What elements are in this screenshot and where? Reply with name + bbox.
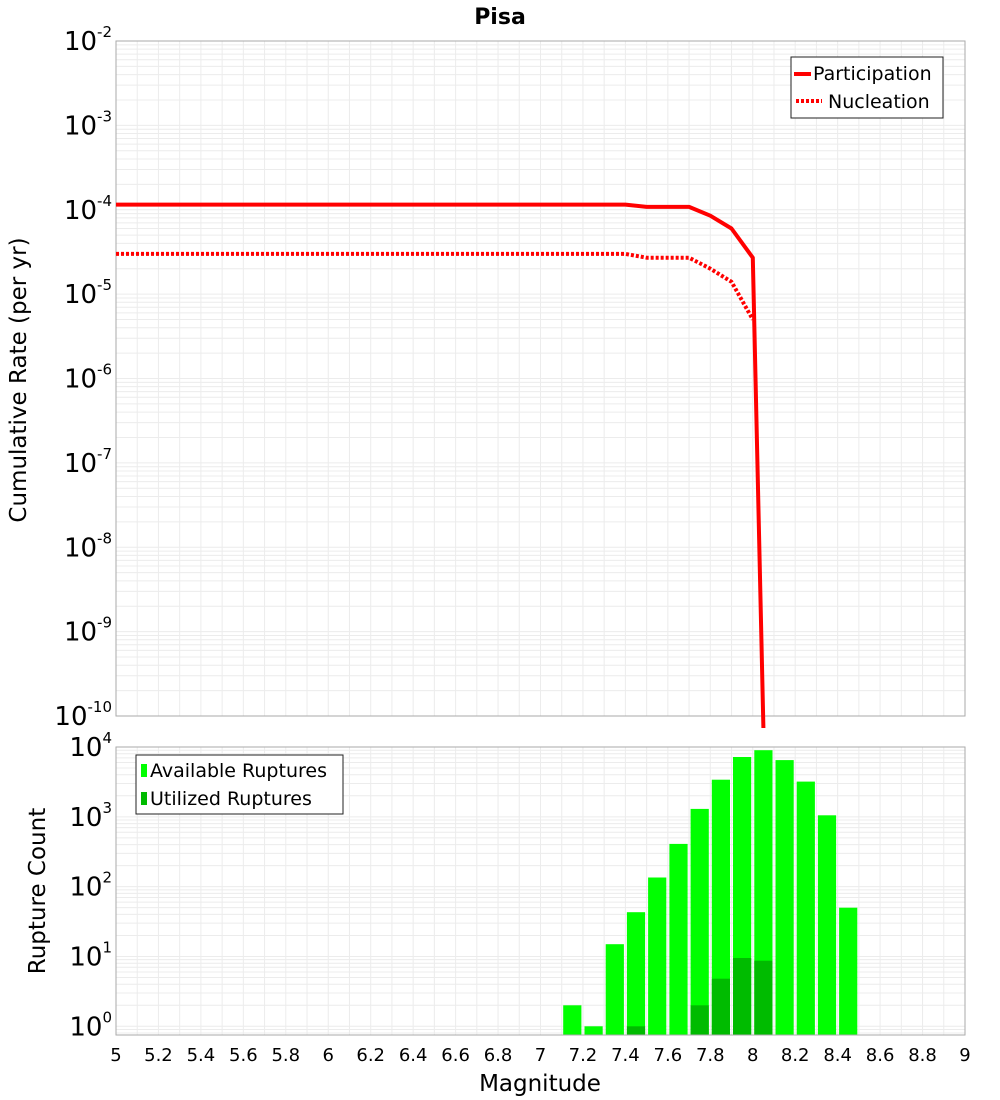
x-tick-label: 7.4 bbox=[611, 1045, 640, 1066]
utilized-legend-swatch bbox=[141, 792, 147, 805]
count-panel: 104 103 102 101 100 5 5.2 5.4 5.6 5.8 6 6.2 6.4 6.6 6… bbox=[25, 729, 971, 1097]
available-ruptures-bar bbox=[796, 781, 815, 1035]
x-tick-label: 7.8 bbox=[696, 1045, 725, 1066]
available-ruptures-bar bbox=[839, 907, 858, 1035]
x-tick-label: 8.2 bbox=[781, 1045, 810, 1066]
count-plot-frame bbox=[115, 746, 966, 1036]
available-ruptures-bar bbox=[690, 808, 709, 1035]
participation-legend-label: Participation bbox=[813, 63, 932, 85]
rate-y-ticks: 10-2 10-3 10-4 10-5 10-6 10-7 10-8 10-9 10-10 bbox=[54, 23, 112, 732]
rate-y-tick-label: 10-5 bbox=[64, 276, 112, 310]
rate-y-axis-label: Cumulative Rate (per yr) bbox=[6, 237, 32, 522]
available-ruptures-bar bbox=[669, 843, 688, 1035]
x-axis-label: Magnitude bbox=[479, 1071, 601, 1097]
rate-y-tick-label: 10-7 bbox=[64, 445, 112, 479]
count-y-tick-label: 101 bbox=[69, 938, 112, 972]
utilized-ruptures-bar bbox=[690, 1005, 709, 1035]
rate-gridlines bbox=[115, 41, 966, 717]
count-legend: Available Ruptures Utilized Ruptures bbox=[135, 754, 344, 815]
x-tick-label: 5.6 bbox=[229, 1045, 258, 1066]
x-tick-label: 7 bbox=[535, 1045, 546, 1066]
available-ruptures-bar bbox=[563, 1005, 582, 1035]
count-y-tick-label: 103 bbox=[69, 799, 112, 833]
count-y-ticks: 104 103 102 101 100 bbox=[69, 729, 112, 1042]
x-tick-label: 6.4 bbox=[399, 1045, 428, 1066]
rate-y-tick-label: 10-10 bbox=[54, 698, 112, 732]
x-tick-label: 7.2 bbox=[569, 1045, 598, 1066]
utilized-ruptures-bar bbox=[626, 1026, 646, 1035]
count-legend-box bbox=[135, 754, 344, 815]
x-tick-label: 6 bbox=[323, 1045, 334, 1066]
utilized-ruptures-bar bbox=[711, 978, 730, 1035]
nucleation-line bbox=[116, 251, 755, 321]
x-tick-labels: 5 5.2 5.4 5.6 5.8 6 6.2 6.4 6.6 6.8 7 7.2 7.4 7.6 7.8 8… bbox=[110, 1045, 970, 1066]
nucleation-legend-label: Nucleation bbox=[828, 91, 930, 113]
available-legend-swatch bbox=[141, 764, 147, 777]
x-tick-label: 6.6 bbox=[441, 1045, 470, 1066]
rate-legend: Participation Nucleation bbox=[790, 56, 944, 119]
count-y-tick-label: 102 bbox=[69, 869, 112, 903]
x-tick-label: 9 bbox=[959, 1045, 970, 1066]
rate-y-tick-label: 10-6 bbox=[64, 361, 112, 395]
x-tick-label: 5.8 bbox=[271, 1045, 300, 1066]
x-tick-label: 5.2 bbox=[144, 1045, 173, 1066]
available-ruptures-bar bbox=[648, 877, 667, 1035]
count-bars bbox=[563, 750, 858, 1035]
x-tick-label: 6.2 bbox=[356, 1045, 385, 1066]
rate-y-tick-label: 10-9 bbox=[64, 614, 112, 648]
x-tick-label: 8.4 bbox=[823, 1045, 852, 1066]
available-ruptures-bar bbox=[817, 815, 837, 1035]
x-tick-label: 8 bbox=[747, 1045, 758, 1066]
available-ruptures-bar bbox=[605, 944, 624, 1035]
x-tick-label: 8.6 bbox=[866, 1045, 895, 1066]
rate-y-tick-label: 10-8 bbox=[64, 529, 112, 563]
chart-title: Pisa bbox=[474, 5, 526, 30]
count-y-tick-label: 100 bbox=[69, 1008, 112, 1042]
available-ruptures-bar bbox=[626, 912, 646, 1035]
rate-y-tick-label: 10-2 bbox=[64, 23, 112, 57]
available-ruptures-bar bbox=[711, 779, 730, 1035]
rate-y-tick-label: 10-3 bbox=[64, 107, 112, 141]
x-tick-label: 8.8 bbox=[908, 1045, 937, 1066]
utilized-ruptures-bar bbox=[754, 960, 773, 1035]
available-ruptures-bar bbox=[775, 760, 794, 1035]
x-tick-label: 5 bbox=[110, 1045, 121, 1066]
utilized-ruptures-bar bbox=[733, 958, 752, 1035]
count-y-axis-label: Rupture Count bbox=[25, 808, 51, 974]
x-tick-label: 7.6 bbox=[654, 1045, 683, 1066]
available-ruptures-bar bbox=[584, 1026, 603, 1035]
x-tick-label: 5.4 bbox=[187, 1045, 216, 1066]
rate-legend-box bbox=[790, 56, 944, 119]
available-legend-label: Available Ruptures bbox=[150, 760, 327, 782]
utilized-legend-label: Utilized Ruptures bbox=[150, 788, 312, 810]
count-y-tick-label: 104 bbox=[69, 729, 112, 763]
rate-panel: 10-2 10-3 10-4 10-5 10-6 10-7 10-8 10-9 10-10 Cu… bbox=[6, 23, 966, 732]
rate-plot-frame bbox=[115, 40, 966, 717]
rate-y-tick-label: 10-4 bbox=[64, 192, 112, 226]
rate-series bbox=[116, 202, 766, 729]
x-tick-label: 6.8 bbox=[484, 1045, 513, 1066]
participation-line bbox=[116, 202, 766, 729]
